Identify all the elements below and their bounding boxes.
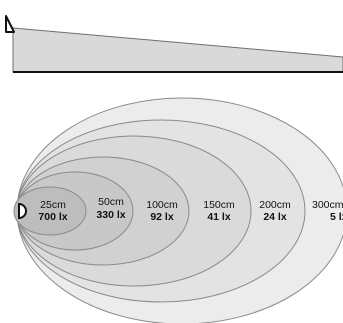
zone-distance-label: 50cm <box>98 196 124 208</box>
zone-illuminance-label: 700 lx <box>38 211 67 223</box>
zone-distance-label: 25cm <box>40 199 66 211</box>
lamp-top-icon <box>18 202 27 220</box>
zone-illuminance-label: 330 lx <box>96 209 125 221</box>
top-view: 25cm 700 lx 50cm 330 lx 100cm 92 lx 150c… <box>13 97 343 323</box>
lamp-side-icon <box>5 15 15 33</box>
zone-distance-label: 200cm <box>259 199 291 211</box>
zone-illuminance-label: 41 lx <box>207 211 231 223</box>
zone-distance-label: 100cm <box>146 199 178 211</box>
light-zones <box>13 97 343 323</box>
beam-side-profile <box>12 27 343 73</box>
zone-distance-label: 150cm <box>203 199 235 211</box>
side-view <box>5 15 343 73</box>
zone-distance-label: 300cm <box>312 199 343 211</box>
zone-illuminance-label: 24 lx <box>263 211 287 223</box>
light-zone-ellipse <box>13 186 87 236</box>
zone-illuminance-label: 5 lx <box>330 211 343 223</box>
zone-illuminance-label: 92 lx <box>150 211 174 223</box>
